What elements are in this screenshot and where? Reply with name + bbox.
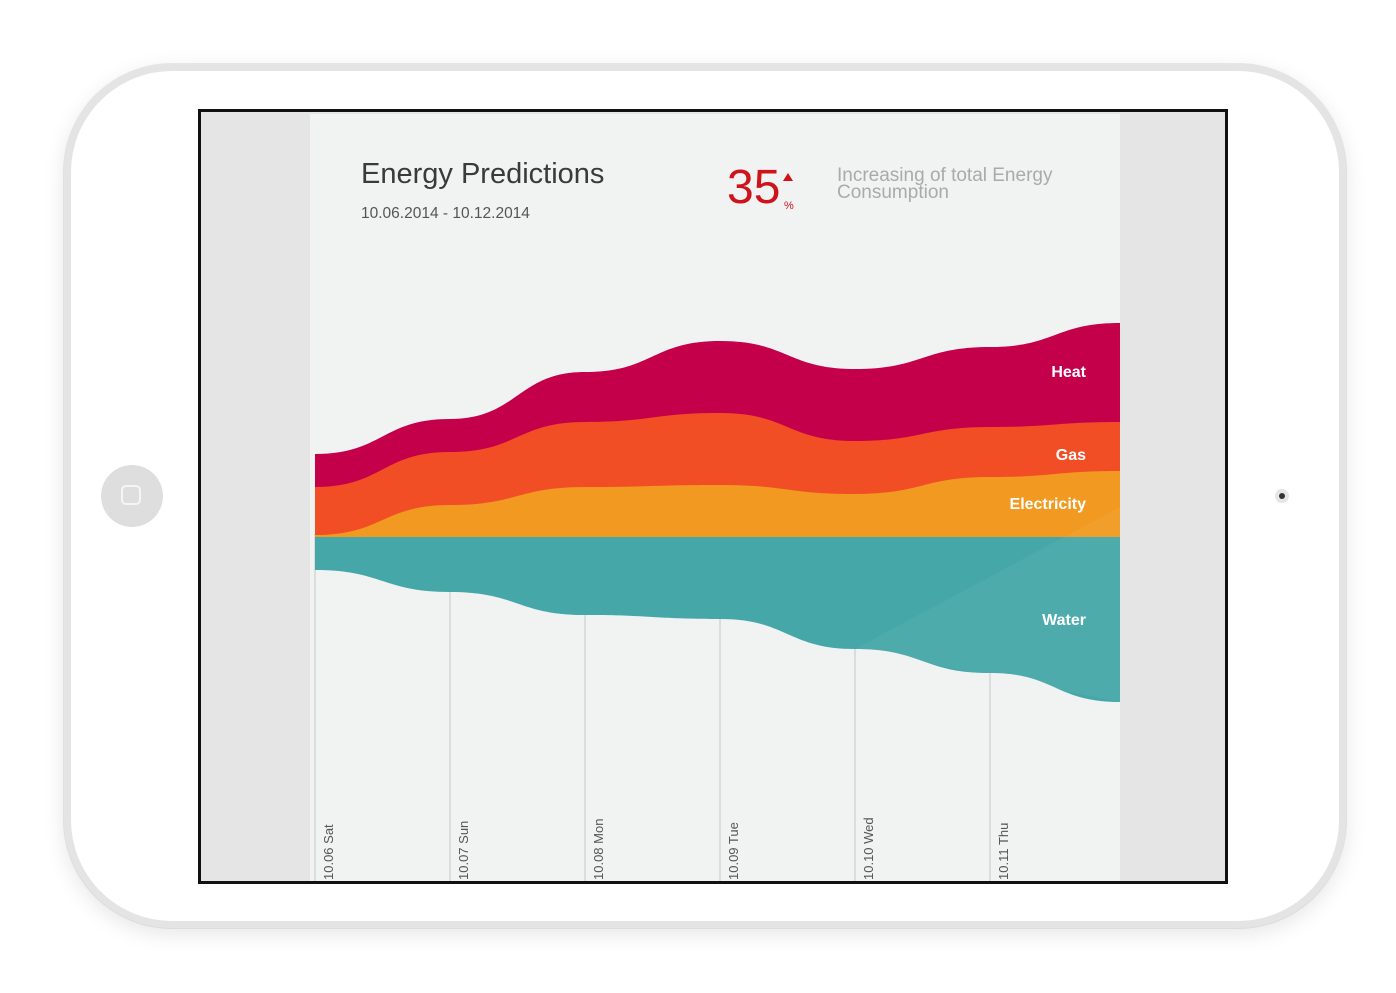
x-tick-label: 10.07 Sun <box>456 821 471 880</box>
tablet-screen: Energy Predictions 10.06.2014 - 10.12.20… <box>198 109 1228 884</box>
series-label-water: Water <box>1042 612 1086 629</box>
home-square-icon <box>121 485 141 505</box>
dashboard-panel: Energy Predictions 10.06.2014 - 10.12.20… <box>310 114 1120 881</box>
series-label-gas: Gas <box>1056 447 1086 464</box>
kpi-value: 35 <box>727 161 781 214</box>
arrow-up-icon <box>783 173 793 181</box>
series-area-electricity <box>315 471 1120 537</box>
date-range: 10.06.2014 - 10.12.2014 <box>361 205 530 222</box>
series-area-water <box>315 537 1120 702</box>
x-tick-label: 10.10 Wed <box>861 817 876 880</box>
series-label-electricity: Electricity <box>1010 496 1087 513</box>
home-button[interactable] <box>101 465 163 527</box>
kpi-block: 35 % <box>727 161 794 214</box>
water-shading <box>855 507 1120 702</box>
kpi-unit: % <box>784 200 794 212</box>
series-label-heat: Heat <box>1051 364 1086 381</box>
x-tick-label: 10.11 Thu <box>996 823 1011 880</box>
kpi-description: Increasing of total Energy Consumption <box>837 165 1053 203</box>
x-tick-label: 10.06 Sat <box>321 824 336 880</box>
camera-icon <box>1275 489 1289 503</box>
x-tick-label: 10.08 Mon <box>591 819 606 880</box>
streamgraph-chart: Water Electricity Gas Heat 10.06 Sat 10.07 Su… <box>314 323 1120 881</box>
x-tick-label: 10.09 Tue <box>726 822 741 880</box>
page-title: Energy Predictions <box>361 158 605 190</box>
